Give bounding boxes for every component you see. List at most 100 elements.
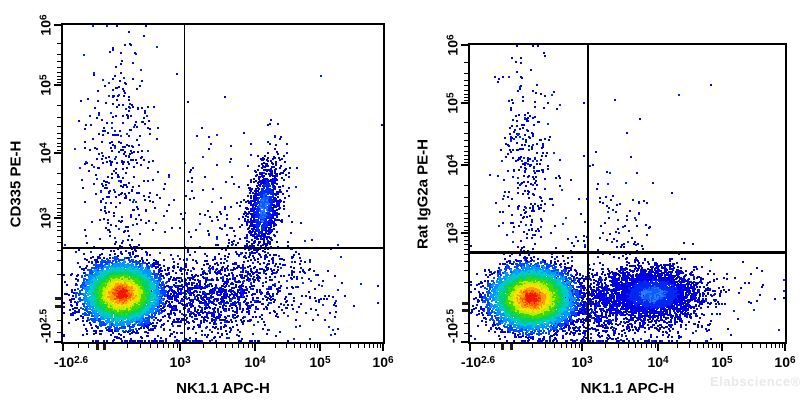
- x-minor-tick: [778, 344, 780, 348]
- x-minor-tick: [168, 344, 170, 348]
- y-major-tick: [54, 83, 61, 86]
- x-minor-tick: [696, 344, 698, 348]
- y-tick-label: -102.5: [444, 308, 461, 344]
- y-minor-tick: [57, 235, 61, 237]
- x-minor-tick: [305, 344, 307, 348]
- x-thick-minor-tick: [102, 344, 106, 350]
- y-major-tick: [54, 217, 61, 220]
- y-minor-tick: [464, 132, 468, 134]
- x-minor-tick: [650, 344, 652, 348]
- x-minor-tick: [78, 344, 80, 348]
- x-tick-label: 104: [647, 354, 669, 370]
- y-minor-tick: [57, 192, 61, 194]
- x-thick-minor-tick: [95, 344, 99, 350]
- x-minor-tick: [176, 344, 178, 348]
- y-minor-tick: [464, 333, 468, 335]
- y-minor-tick: [464, 162, 468, 164]
- x-major-tick: [469, 344, 471, 351]
- y-major-tick: [54, 24, 61, 26]
- x-minor-tick: [316, 344, 318, 348]
- y-minor-tick: [464, 229, 468, 231]
- x-minor-tick: [646, 344, 648, 348]
- x-minor-tick: [172, 344, 174, 348]
- y-minor-tick: [57, 125, 61, 127]
- x-minor-tick: [163, 344, 165, 348]
- x-minor-tick: [294, 344, 296, 348]
- x-tick-label: 103: [571, 354, 593, 370]
- y-minor-tick: [464, 322, 468, 324]
- y-minor-tick: [464, 205, 468, 207]
- x-major-tick: [318, 344, 321, 351]
- y-minor-tick: [464, 239, 468, 241]
- x-major-tick: [721, 344, 723, 351]
- x-minor-tick: [126, 344, 128, 348]
- x-minor-tick: [740, 344, 742, 348]
- right-density-scatter-canvas: [470, 45, 785, 342]
- y-minor-tick: [464, 212, 468, 214]
- left-quadrant-gate-horizontal-line: [63, 246, 383, 249]
- y-major-tick: [54, 341, 61, 343]
- x-major-tick: [382, 344, 384, 351]
- x-minor-tick: [313, 344, 315, 348]
- y-minor-tick: [57, 172, 61, 174]
- x-minor-tick: [300, 344, 302, 348]
- x-thick-minor-tick: [500, 344, 504, 350]
- x-minor-tick: [338, 344, 340, 348]
- x-minor-tick: [484, 344, 486, 348]
- y-minor-tick: [464, 248, 468, 250]
- y-minor-tick: [57, 221, 61, 223]
- y-minor-tick: [464, 140, 468, 142]
- x-minor-tick: [369, 344, 370, 348]
- x-major-tick: [581, 344, 584, 351]
- x-tick-label: 104: [244, 354, 266, 370]
- y-minor-tick: [57, 215, 61, 217]
- y-minor-tick: [464, 85, 468, 87]
- y-minor-tick: [464, 282, 468, 284]
- y-major-tick: [461, 232, 468, 234]
- right-y-axis-title: Rat IgG2a PE-H: [414, 138, 432, 249]
- y-minor-tick: [464, 243, 468, 245]
- y-minor-tick: [57, 61, 61, 63]
- x-minor-tick: [571, 344, 573, 348]
- y-minor-tick: [57, 132, 61, 134]
- x-minor-tick: [654, 344, 656, 348]
- y-minor-tick: [464, 236, 468, 238]
- y-minor-tick: [57, 198, 61, 200]
- x-minor-tick: [575, 344, 577, 348]
- x-minor-tick: [677, 344, 679, 348]
- x-minor-tick: [771, 344, 772, 348]
- y-major-tick: [461, 163, 468, 166]
- y-tick-label: 103: [444, 222, 461, 244]
- y-minor-tick: [57, 82, 61, 84]
- x-minor-tick: [759, 344, 761, 348]
- x-minor-tick: [707, 344, 709, 348]
- y-minor-tick: [464, 222, 468, 224]
- y-minor-tick: [57, 203, 61, 205]
- right-plot-frame: Rat IgG2a PE-H NK1.1 APC-H -102.6 103 104 1…: [415, 34, 796, 397]
- x-tick-label: 105: [711, 354, 733, 370]
- x-minor-tick: [364, 344, 366, 348]
- x-major-tick: [657, 344, 660, 351]
- y-minor-tick: [57, 184, 61, 186]
- x-major-tick: [62, 344, 64, 351]
- y-tick-label: 106: [37, 14, 54, 36]
- x-minor-tick: [719, 344, 721, 348]
- y-minor-tick: [464, 261, 468, 263]
- y-minor-tick: [57, 79, 61, 81]
- x-minor-tick: [215, 344, 217, 348]
- x-major-tick: [784, 344, 786, 351]
- y-minor-tick: [464, 93, 468, 95]
- y-thick-minor-tick: [55, 304, 61, 308]
- left-x-axis-title: NK1.1 APC-H: [176, 380, 270, 397]
- x-minor-tick: [641, 344, 643, 348]
- y-minor-tick: [57, 249, 61, 251]
- x-minor-tick: [309, 344, 311, 348]
- y-thick-minor-tick: [462, 309, 468, 313]
- x-tick-label: 106: [372, 354, 394, 370]
- x-minor-tick: [775, 344, 777, 348]
- y-tick-label: 104: [444, 154, 461, 176]
- x-minor-tick: [688, 344, 690, 348]
- x-minor-tick: [553, 344, 555, 348]
- y-minor-tick: [57, 242, 61, 244]
